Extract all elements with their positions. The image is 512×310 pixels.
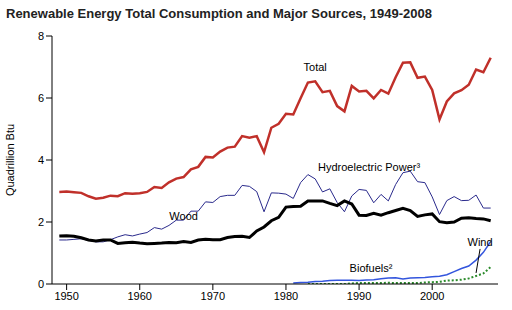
svg-text:1970: 1970 bbox=[201, 290, 225, 302]
svg-text:1950: 1950 bbox=[54, 290, 78, 302]
svg-text:Biofuels²: Biofuels² bbox=[350, 262, 393, 274]
svg-text:1960: 1960 bbox=[127, 290, 151, 302]
svg-text:1980: 1980 bbox=[274, 290, 298, 302]
svg-text:Quadrillion Btu: Quadrillion Btu bbox=[8, 124, 16, 196]
svg-text:6: 6 bbox=[38, 92, 44, 104]
svg-text:Total: Total bbox=[304, 61, 327, 73]
svg-text:Hydroelectric Power³: Hydroelectric Power³ bbox=[318, 161, 420, 173]
svg-text:2: 2 bbox=[38, 216, 44, 228]
html-text:Renewable Energy Total Consump: Renewable Energy Total Consumption and M… bbox=[6, 6, 432, 21]
svg-text:8: 8 bbox=[38, 30, 44, 42]
svg-text:0: 0 bbox=[38, 278, 44, 290]
svg-text:1990: 1990 bbox=[347, 290, 371, 302]
svg-text:Wind: Wind bbox=[468, 236, 493, 248]
svg-text:4: 4 bbox=[38, 154, 44, 166]
svg-text:Wood: Wood bbox=[169, 210, 198, 222]
svg-text:2000: 2000 bbox=[420, 290, 444, 302]
